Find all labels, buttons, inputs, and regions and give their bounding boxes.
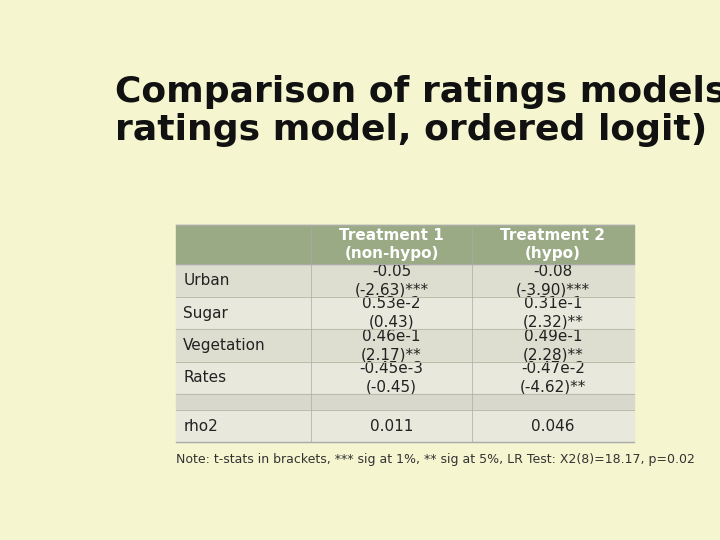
Text: 0.53e-2
(0.43): 0.53e-2 (0.43) xyxy=(362,296,420,330)
Bar xyxy=(176,225,312,265)
Text: -0.47e-2
(-4.62)**: -0.47e-2 (-4.62)** xyxy=(520,361,586,395)
Bar xyxy=(176,329,634,362)
Text: Comparison of ratings models (full
ratings model, ordered logit): Comparison of ratings models (full ratin… xyxy=(115,75,720,147)
Bar xyxy=(176,394,634,410)
Bar xyxy=(312,225,472,265)
Bar xyxy=(176,265,634,297)
Text: Vegetation: Vegetation xyxy=(183,338,266,353)
Text: Sugar: Sugar xyxy=(183,306,228,321)
Text: Treatment 2
(hypo): Treatment 2 (hypo) xyxy=(500,228,606,261)
Bar xyxy=(176,410,634,442)
Text: -0.08
(-3.90)***: -0.08 (-3.90)*** xyxy=(516,264,590,298)
Text: -0.45e-3
(-0.45): -0.45e-3 (-0.45) xyxy=(359,361,423,395)
Text: 0.46e-1
(2.17)**: 0.46e-1 (2.17)** xyxy=(361,329,422,362)
Text: 0.31e-1
(2.32)**: 0.31e-1 (2.32)** xyxy=(523,296,583,330)
Text: 0.011: 0.011 xyxy=(370,418,413,434)
Text: 0.49e-1
(2.28)**: 0.49e-1 (2.28)** xyxy=(523,329,583,362)
Bar xyxy=(472,225,634,265)
Text: Note: t-stats in brackets, *** sig at 1%, ** sig at 5%, LR Test: X2(8)=18.17, p=: Note: t-stats in brackets, *** sig at 1%… xyxy=(176,453,696,465)
Text: -0.05
(-2.63)***: -0.05 (-2.63)*** xyxy=(354,264,428,298)
Text: rho2: rho2 xyxy=(183,418,218,434)
Text: 0.046: 0.046 xyxy=(531,418,575,434)
Text: Urban: Urban xyxy=(183,273,230,288)
Bar xyxy=(176,362,634,394)
Text: Treatment 1
(non-hypo): Treatment 1 (non-hypo) xyxy=(339,228,444,261)
Text: Rates: Rates xyxy=(183,370,226,386)
Bar xyxy=(176,297,634,329)
